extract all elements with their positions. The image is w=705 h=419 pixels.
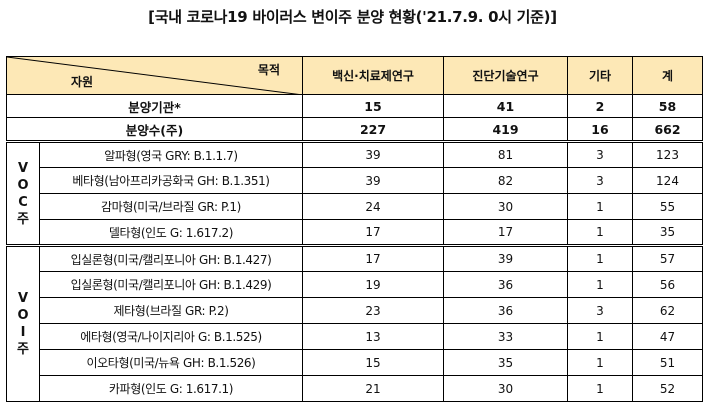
variant-name-cell: 제타형(브라질 GR: P.2) <box>39 297 303 324</box>
variant-value-cell: 1 <box>567 323 633 350</box>
variant-value-cell: 81 <box>443 140 568 168</box>
corner-purpose-label: 목적 <box>257 63 280 77</box>
variant-name-cell: 베타형(남아프리카공화국 GH: B.1.351) <box>39 167 303 194</box>
summary-value: 58 <box>632 94 703 118</box>
variant-value-cell: 3 <box>567 140 633 168</box>
variant-value-cell: 35 <box>632 219 703 246</box>
group-label-char: V <box>17 160 29 176</box>
summary-label: 분양수(주) <box>6 117 303 142</box>
variant-value-cell: 23 <box>302 297 444 324</box>
variant-value-cell: 82 <box>443 167 568 194</box>
variant-value-cell: 13 <box>302 323 444 350</box>
variant-value-cell: 47 <box>632 323 703 350</box>
variant-value-cell: 56 <box>632 271 703 298</box>
summary-value: 419 <box>443 117 568 142</box>
variant-value-cell: 30 <box>443 193 568 220</box>
summary-value: 2 <box>567 94 633 118</box>
variant-value-cell: 39 <box>302 167 444 194</box>
page-title: [국내 코로나19 바이러스 변이주 분양 현황('21.7.9. 0시 기준)… <box>148 8 557 26</box>
variant-value-cell: 1 <box>567 193 633 220</box>
summary-row-strains: 분양수(주) 227 419 16 662 <box>6 117 703 142</box>
variant-row: 제타형(브라질 GR: P.2) 23 36 3 62 <box>7 297 703 324</box>
variant-value-cell: 35 <box>443 349 568 376</box>
variant-value-cell: 123 <box>632 140 703 168</box>
group-label-char: V <box>17 291 29 306</box>
summary-value: 16 <box>567 117 633 142</box>
group-label-char: 주 <box>17 342 29 357</box>
variant-name-cell: 입실론형(미국/캘리포니아 GH: B.1.429) <box>39 271 303 298</box>
column-header-vaccine: 백신·치료제연구 <box>302 56 444 95</box>
variant-value-cell: 24 <box>302 193 444 220</box>
variant-value-cell: 15 <box>302 349 444 376</box>
variant-name-cell: 알파형(영국 GRY: B.1.1.7) <box>39 140 303 168</box>
summary-value: 41 <box>443 94 568 118</box>
variant-value-cell: 17 <box>443 219 568 246</box>
summary-label: 분양기관* <box>6 94 303 118</box>
variant-value-cell: 1 <box>567 349 633 376</box>
variant-value-cell: 1 <box>567 271 633 298</box>
group-label-char: I <box>20 325 26 340</box>
variant-name-cell: 델타형(인도 G: 1.617.2) <box>39 219 303 246</box>
variant-value-cell: 57 <box>632 244 703 272</box>
variant-value-cell: 17 <box>302 219 444 246</box>
variant-row: 에타형(영국/나이지리아 G: B.1.525) 13 33 1 47 <box>7 323 703 350</box>
column-header-total: 계 <box>632 56 703 95</box>
group-label-char: C <box>18 194 28 210</box>
variant-name-cell: 카파형(인도 G: 1.617.1) <box>39 375 303 402</box>
summary-value: 662 <box>632 117 703 142</box>
variant-value-cell: 36 <box>443 271 568 298</box>
variant-value-cell: 1 <box>567 244 633 272</box>
variant-row: V O I 주 입실론형(미국/캘리포니아 GH: B.1.427) 17 39 1 57 <box>6 244 703 402</box>
variant-value-cell: 1 <box>567 219 633 246</box>
corner-header-cell: 목적 자원 <box>6 56 303 95</box>
variant-row: 감마형(미국/브라질 GR: P.1) 24 30 1 55 <box>7 193 703 220</box>
variant-value-cell: 52 <box>632 375 703 402</box>
variant-value-cell: 3 <box>567 297 633 324</box>
column-header-diagnosis: 진단기술연구 <box>443 56 568 95</box>
variant-value-cell: 51 <box>632 349 703 376</box>
variant-value-cell: 21 <box>302 375 444 402</box>
variant-name-cell: 입실론형(미국/캘리포니아 GH: B.1.427) <box>39 244 303 272</box>
variant-value-cell: 17 <box>302 244 444 272</box>
variant-distribution-table: 목적 자원 백신·치료제연구 진단기술연구 기타 계 분양기관* 15 41 2… <box>6 56 703 402</box>
variant-value-cell: 124 <box>632 167 703 194</box>
variant-value-cell: 19 <box>302 271 444 298</box>
corner-diagonal-line <box>7 57 296 94</box>
variant-name-cell: 이오타형(미국/뉴욕 GH: B.1.526) <box>39 349 303 376</box>
variant-row: 입실론형(미국/캘리포니아 GH: B.1.429) 19 36 1 56 <box>7 271 703 298</box>
summary-value: 15 <box>302 94 444 118</box>
variant-value-cell: 3 <box>567 167 633 194</box>
variant-row: V O C 주 알파형(영국 GRY: B.1.1.7) 39 81 3 123 <box>6 140 703 246</box>
variant-value-cell: 36 <box>443 297 568 324</box>
variant-value-cell: 62 <box>632 297 703 324</box>
variant-name-cell: 감마형(미국/브라질 GR: P.1) <box>39 193 303 220</box>
variant-value-cell: 39 <box>302 140 444 168</box>
corner-resource-label: 자원 <box>71 75 94 89</box>
group-label-char: O <box>17 177 29 193</box>
variant-value-cell: 33 <box>443 323 568 350</box>
column-header-other: 기타 <box>567 56 633 95</box>
variant-name-cell: 에타형(영국/나이지리아 G: B.1.525) <box>39 323 303 350</box>
variant-value-cell: 39 <box>443 244 568 272</box>
variant-value-cell: 30 <box>443 375 568 402</box>
variant-value-cell: 55 <box>632 193 703 220</box>
summary-row-institutions: 분양기관* 15 41 2 58 <box>6 94 703 118</box>
group-label-char: O <box>17 308 29 323</box>
variant-row: 카파형(인도 G: 1.617.1) 21 30 1 52 <box>7 375 703 402</box>
summary-value: 227 <box>302 117 444 142</box>
variant-row: 베타형(남아프리카공화국 GH: B.1.351) 39 82 3 124 <box>7 167 703 194</box>
variant-row: 이오타형(미국/뉴욕 GH: B.1.526) 15 35 1 51 <box>7 349 703 376</box>
variant-value-cell: 1 <box>567 375 633 402</box>
variant-row: 델타형(인도 G: 1.617.2) 17 17 1 35 <box>7 219 703 246</box>
group-label-char: 주 <box>17 211 29 227</box>
header-row: 목적 자원 백신·치료제연구 진단기술연구 기타 계 <box>6 56 703 95</box>
